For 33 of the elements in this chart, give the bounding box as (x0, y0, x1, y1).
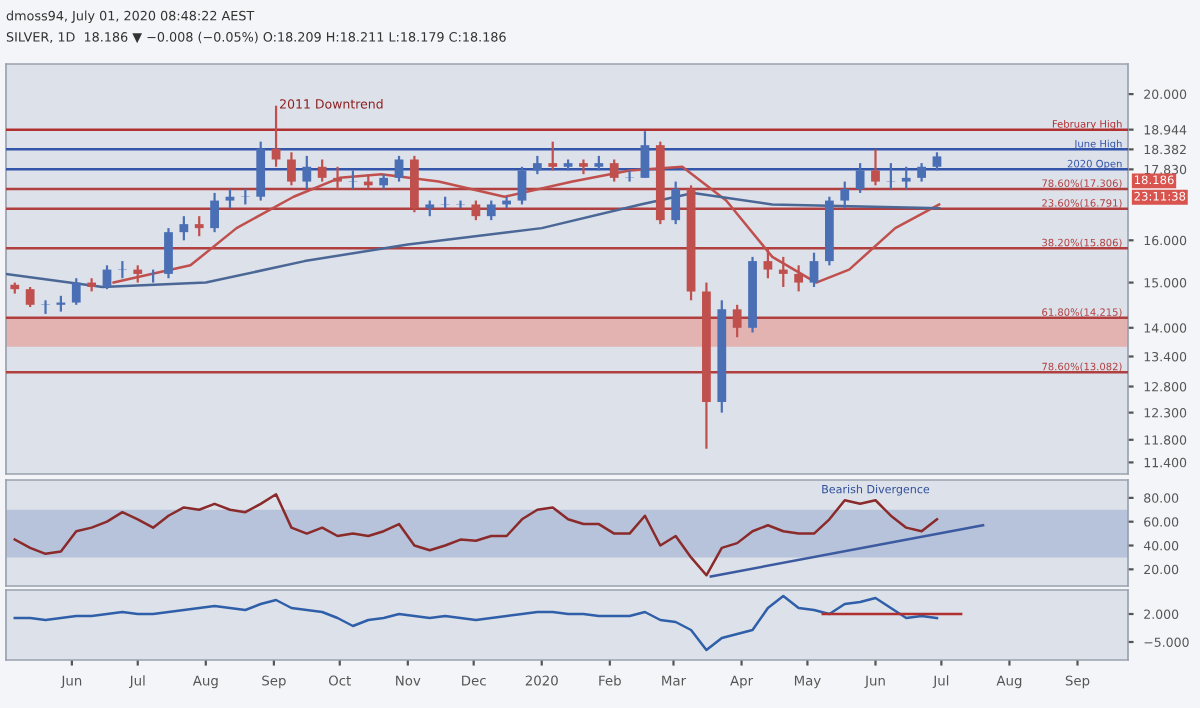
candlestick (932, 151, 942, 172)
line-series (6, 191, 941, 289)
candlestick (532, 154, 542, 176)
candlestick (486, 199, 496, 222)
candlestick (917, 162, 926, 183)
candlestick (179, 215, 189, 242)
candlestick (41, 299, 50, 316)
candlestick (855, 162, 865, 195)
candlestick (71, 277, 81, 306)
candlestick (348, 169, 358, 191)
candlestick (732, 303, 742, 339)
candlestick (548, 140, 558, 172)
candlestick (225, 188, 235, 210)
candlestick (517, 165, 527, 206)
line-series (13, 493, 939, 577)
candlestick (471, 199, 481, 222)
candlestick (287, 151, 296, 187)
candlestick (809, 251, 819, 289)
candlestick (671, 180, 681, 226)
candlestick (25, 285, 35, 309)
candlestick (840, 180, 850, 210)
candlestick (164, 227, 173, 280)
candlestick (194, 215, 204, 238)
candlestick (640, 130, 650, 179)
candlestick (579, 158, 588, 176)
candlestick (302, 154, 312, 191)
candlestick (886, 162, 896, 191)
candlestick (210, 191, 219, 234)
candlestick (394, 154, 404, 183)
candlestick (871, 148, 880, 187)
candlestick (625, 169, 634, 183)
line-series (13, 594, 939, 652)
candlestick (901, 165, 911, 191)
